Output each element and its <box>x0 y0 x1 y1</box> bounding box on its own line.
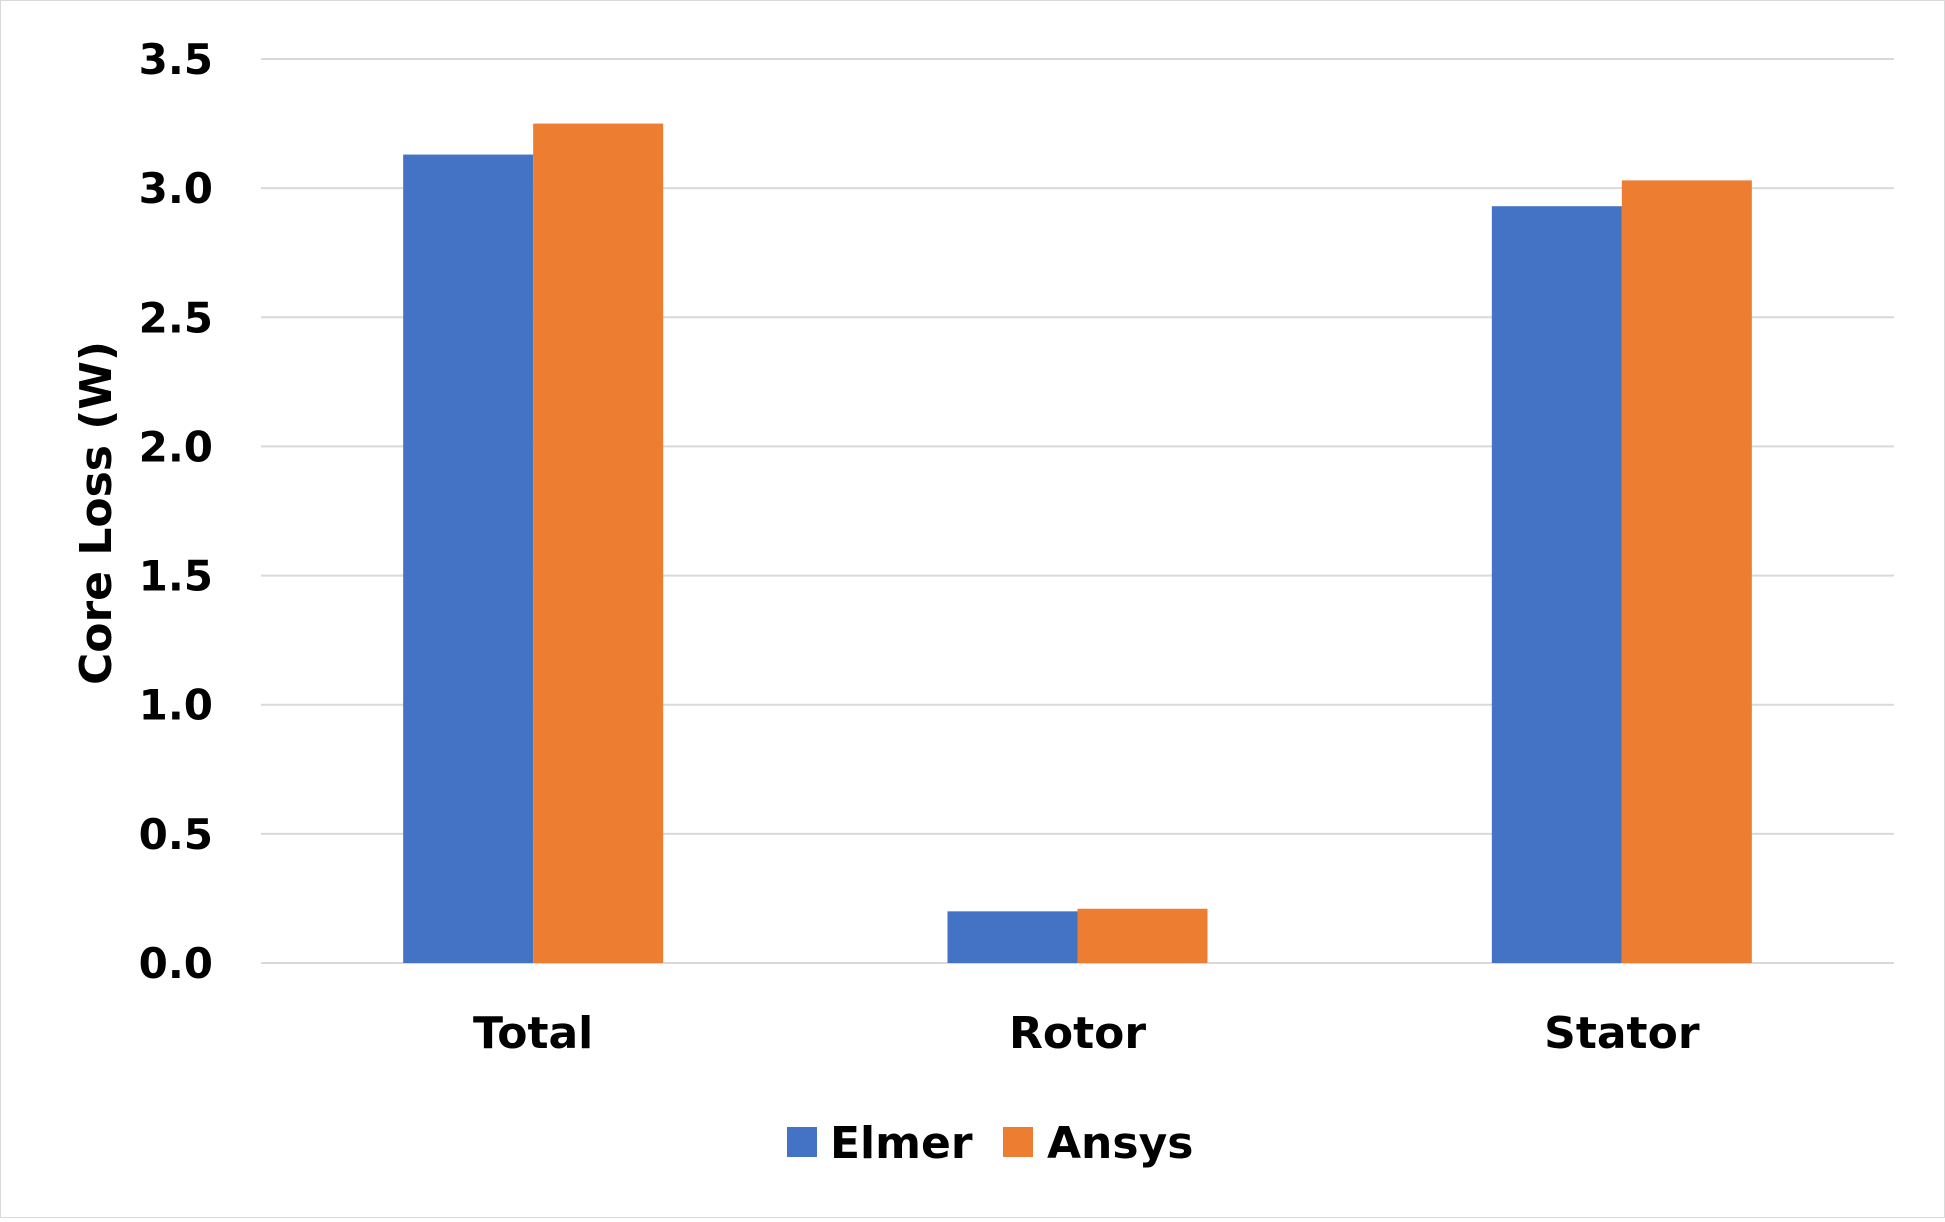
y-axis-label: Core Loss (W) <box>71 341 122 685</box>
x-tick-labels: Total Rotor Stator <box>473 1008 1700 1059</box>
y-tick-labels: 0.0 0.5 1.0 1.5 2.0 2.5 3.0 3.5 <box>139 35 213 988</box>
bars <box>403 123 1752 964</box>
bar-ansys-total <box>533 123 664 964</box>
y-tick-label: 2.5 <box>139 293 213 342</box>
y-tick-label: 3.5 <box>139 35 213 84</box>
bar-elmer-total <box>403 154 534 963</box>
bar-elmer-stator <box>1491 206 1622 964</box>
legend-swatch-elmer <box>787 1127 817 1157</box>
y-tick-label: 3.0 <box>139 164 213 213</box>
y-tick-label: 1.0 <box>139 681 213 730</box>
bar-elmer-rotor <box>947 911 1078 963</box>
legend: Elmer Ansys <box>787 1118 1193 1169</box>
bar-ansys-rotor <box>1077 908 1208 963</box>
legend-label-elmer: Elmer <box>830 1118 973 1169</box>
x-tick-label: Stator <box>1544 1008 1700 1059</box>
y-tick-label: 1.5 <box>139 552 213 601</box>
y-tick-label: 2.0 <box>139 422 213 471</box>
y-tick-label: 0.0 <box>139 939 213 988</box>
x-tick-label: Rotor <box>1009 1008 1146 1059</box>
legend-swatch-ansys <box>1003 1127 1033 1157</box>
y-tick-label: 0.5 <box>139 810 213 859</box>
bar-ansys-stator <box>1621 180 1752 963</box>
x-tick-label: Total <box>473 1008 593 1059</box>
legend-label-ansys: Ansys <box>1047 1118 1193 1169</box>
